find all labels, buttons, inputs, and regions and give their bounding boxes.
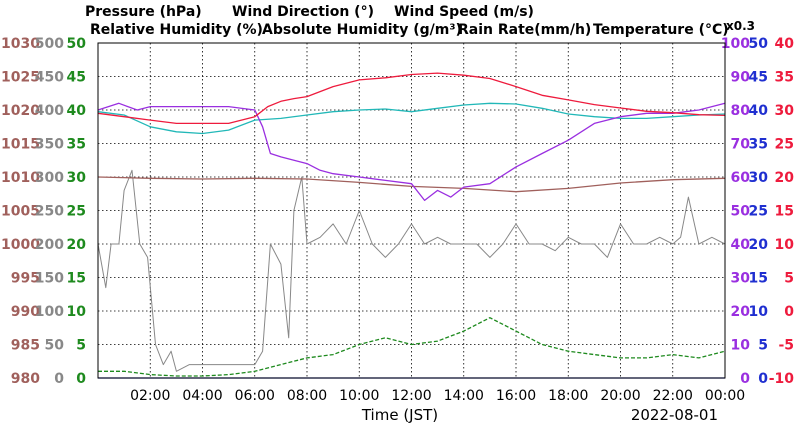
tick-label-wind-direction: 0 [54, 371, 64, 387]
tick-label-temperature: 5 [784, 271, 794, 287]
tick-label-wind-direction: 100 [35, 304, 64, 320]
series-line-abs-humidity [97, 102, 726, 135]
tick-label-pressure: 1030 [1, 36, 40, 52]
tick-label-rain-rate: 20 [749, 237, 769, 253]
tick-label-wind-direction: 450 [35, 70, 64, 86]
tick-label-temperature: 25 [775, 137, 794, 153]
tick-label-rain-rate: 45 [749, 70, 768, 86]
tick-label-rain-rate: 0 [758, 371, 768, 387]
x-tick-label: 00:00 [705, 388, 745, 404]
tick-label-rel-humidity: 80 [731, 103, 751, 119]
tick-label-pressure: 1005 [1, 204, 40, 220]
tick-label-temperature: 0 [784, 304, 794, 320]
tick-label-pressure: 1010 [1, 170, 40, 186]
plot-frame [97, 42, 726, 379]
series-line-temperature [97, 72, 726, 125]
legend-temperature: Temperature (°C) [593, 22, 729, 38]
x-tick-label: 14:00 [444, 388, 484, 404]
tick-label-temperature: 40 [775, 36, 795, 52]
tick-label-wind-speed: 10 [67, 304, 87, 320]
tick-label-pressure: 990 [11, 304, 40, 320]
tick-label-wind-speed: 35 [67, 137, 86, 153]
tick-label-wind-speed: 0 [76, 371, 86, 387]
tick-label-temperature: -10 [769, 371, 795, 387]
tick-label-rel-humidity: 40 [731, 237, 751, 253]
x-tick-label: 06:00 [235, 388, 275, 404]
tick-label-rain-rate: 25 [749, 204, 768, 220]
series-line-wind-direction [97, 169, 726, 372]
x-tick-label: 10:00 [339, 388, 379, 404]
legend-rain-scale: x0.3 [726, 19, 755, 33]
tick-label-temperature: 15 [775, 204, 794, 220]
tick-label-rel-humidity: 50 [731, 204, 751, 220]
tick-label-rain-rate: 10 [749, 304, 769, 320]
tick-label-rel-humidity: 60 [731, 170, 751, 186]
tick-label-wind-direction: 150 [35, 271, 64, 287]
series-line-wind-speed [98, 317, 726, 377]
legend-absolute-humidity: Absolute Humidity (g/m³) [262, 22, 462, 38]
x-tick-label: 18:00 [548, 388, 588, 404]
tick-label-pressure: 985 [11, 338, 40, 354]
tick-label-rain-rate: 15 [749, 271, 768, 287]
tick-label-wind-speed: 5 [76, 338, 86, 354]
tick-label-rel-humidity: 90 [731, 70, 751, 86]
tick-label-temperature: 35 [775, 70, 794, 86]
tick-label-rain-rate: 40 [749, 103, 769, 119]
tick-label-wind-direction: 50 [45, 338, 65, 354]
x-tick-label: 08:00 [287, 388, 327, 404]
tick-label-wind-speed: 45 [67, 70, 86, 86]
legend-relative-humidity: Relative Humidity (%) [90, 22, 263, 38]
x-tick-label: 12:00 [391, 388, 431, 404]
series-line-rel-humidity [97, 102, 726, 202]
chart-grid [98, 43, 726, 378]
tick-label-rain-rate: 50 [749, 36, 769, 52]
tick-label-wind-direction: 500 [35, 36, 64, 52]
tick-label-wind-speed: 15 [67, 271, 86, 287]
legend-pressure: Pressure (hPa) [85, 4, 202, 20]
tick-label-rel-humidity: 70 [731, 137, 751, 153]
x-tick-label: 04:00 [182, 388, 222, 404]
tick-label-pressure: 1015 [1, 137, 40, 153]
tick-label-pressure: 980 [11, 371, 40, 387]
tick-label-wind-direction: 200 [35, 237, 64, 253]
tick-label-wind-speed: 30 [67, 170, 87, 186]
tick-label-wind-direction: 250 [35, 204, 64, 220]
x-axis-label: Time (JST) [361, 406, 438, 424]
tick-label-pressure: 1020 [1, 103, 40, 119]
tick-label-rel-humidity: 100 [721, 36, 750, 52]
tick-label-pressure: 995 [11, 271, 40, 287]
tick-label-temperature: 10 [775, 237, 795, 253]
tick-label-rain-rate: 35 [749, 137, 768, 153]
legend-wind-speed: Wind Speed (m/s) [394, 4, 534, 20]
tick-label-wind-direction: 350 [35, 137, 64, 153]
tick-label-wind-direction: 300 [35, 170, 64, 186]
tick-label-wind-speed: 20 [67, 237, 87, 253]
tick-label-rain-rate: 5 [758, 338, 768, 354]
legend-wind-direction: Wind Direction (°) [232, 4, 374, 20]
tick-label-wind-direction: 400 [35, 103, 64, 119]
tick-label-wind-speed: 50 [67, 36, 87, 52]
series-line-pressure [97, 176, 726, 193]
tick-label-rain-rate: 30 [749, 170, 769, 186]
legend-rain-rate: Rain Rate(mm/h) [458, 22, 591, 38]
tick-label-wind-speed: 25 [67, 204, 86, 220]
tick-label-temperature: 20 [775, 170, 795, 186]
tick-label-rel-humidity: 0 [740, 371, 750, 387]
axis-tick-labels: 9809859909951000100510101015102010251030… [1, 36, 794, 404]
x-tick-label: 16:00 [496, 388, 536, 404]
x-tick-label: 22:00 [653, 388, 693, 404]
tick-label-pressure: 1000 [1, 237, 40, 253]
tick-label-rel-humidity: 10 [731, 338, 751, 354]
tick-label-temperature: 30 [775, 103, 795, 119]
date-label: 2022-08-01 [631, 406, 718, 424]
x-tick-label: 20:00 [600, 388, 640, 404]
tick-label-rel-humidity: 30 [731, 271, 751, 287]
tick-label-pressure: 1025 [1, 70, 40, 86]
chart-legend: Pressure (hPa) Wind Direction (°) Wind S… [85, 4, 755, 38]
tick-label-wind-speed: 40 [67, 103, 87, 119]
x-tick-label: 02:00 [130, 388, 170, 404]
tick-label-temperature: -5 [778, 338, 794, 354]
tick-label-rel-humidity: 20 [731, 304, 751, 320]
